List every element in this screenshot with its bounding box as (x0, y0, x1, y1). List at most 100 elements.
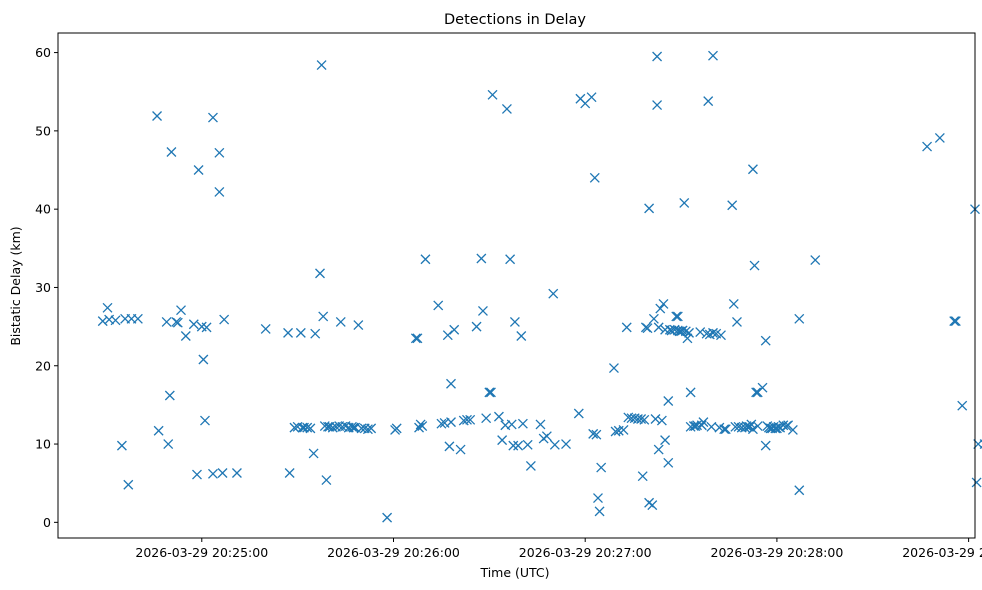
data-point (728, 298, 739, 309)
data-point (708, 327, 718, 338)
data-point (695, 327, 706, 338)
data-points (97, 50, 982, 523)
y-axis: 0 10 20 30 40 50 60 (35, 45, 58, 530)
x-axis: 2026-03-29 20:25:00 2026-03-29 20:26:00 20… (135, 538, 982, 560)
data-point (647, 500, 658, 511)
data-point (208, 112, 218, 123)
data-point (509, 316, 520, 327)
data-point (335, 316, 346, 327)
x-tick-label: 2026-03-29 20:29:00 (902, 545, 982, 560)
data-point (231, 468, 242, 478)
data-point (685, 387, 696, 398)
data-point (172, 317, 183, 328)
data-point (318, 311, 329, 322)
data-point (752, 421, 763, 431)
data-point (708, 50, 718, 61)
data-point (484, 387, 495, 398)
data-point (477, 305, 488, 316)
x-tick-label: 2026-03-29 20:27:00 (519, 545, 652, 560)
data-point (656, 415, 667, 426)
data-point (506, 419, 517, 430)
data-point (283, 327, 294, 338)
data-point (214, 186, 225, 197)
data-point (650, 414, 661, 424)
data-point (97, 316, 108, 327)
data-point (794, 313, 805, 324)
data-point (289, 422, 300, 433)
data-point (957, 400, 968, 411)
data-point (102, 302, 113, 313)
data-point (161, 316, 172, 327)
data-point (589, 172, 600, 183)
data-point (663, 396, 674, 406)
data-point (794, 485, 805, 496)
data-point (193, 165, 204, 175)
data-point (152, 111, 163, 121)
y-tick-label: 0 (43, 515, 51, 530)
data-point (417, 421, 428, 431)
data-point (420, 254, 431, 265)
data-point (637, 471, 648, 482)
data-point (950, 316, 961, 327)
data-point (444, 441, 455, 452)
data-point (198, 354, 209, 365)
data-point (934, 132, 945, 143)
data-point (217, 468, 228, 478)
plot-frame (57, 32, 976, 539)
data-point (549, 439, 560, 450)
data-point (449, 324, 460, 335)
data-point (201, 322, 212, 333)
data-point (295, 327, 306, 338)
data-point (787, 424, 798, 435)
data-point (688, 421, 699, 431)
data-point (433, 300, 444, 311)
data-point (778, 420, 789, 431)
data-point (655, 303, 666, 314)
data-point (517, 418, 528, 429)
data-point (410, 333, 421, 344)
data-point (501, 103, 512, 114)
data-point (414, 422, 425, 433)
data-point (586, 92, 597, 103)
data-point (391, 423, 402, 434)
data-point (716, 330, 726, 341)
data-point (316, 60, 327, 71)
data-point (644, 203, 655, 214)
data-point (591, 429, 602, 440)
data-point (446, 417, 456, 428)
data-point (305, 423, 316, 434)
x-axis-label: Time (UTC) (479, 565, 549, 580)
data-point (573, 408, 584, 419)
data-point (310, 328, 321, 339)
data-point (596, 462, 607, 473)
data-point (663, 457, 674, 468)
data-point (642, 323, 653, 334)
data-point (513, 440, 524, 451)
data-point (610, 426, 621, 437)
data-point (949, 316, 960, 327)
data-point (535, 419, 546, 430)
data-point (412, 333, 423, 344)
data-point (153, 425, 164, 436)
chart-title: Detections in Delay (444, 12, 586, 28)
data-point (652, 100, 663, 110)
data-point (692, 420, 702, 431)
data-point (208, 468, 218, 479)
data-point (508, 440, 519, 451)
y-axis-label: Bistatic Delay (km) (8, 226, 23, 345)
data-point (682, 333, 693, 344)
y-tick-label: 40 (35, 202, 51, 217)
data-point (648, 313, 659, 324)
data-point (485, 387, 496, 398)
data-point (760, 440, 771, 451)
data-point (548, 288, 559, 299)
data-point (588, 428, 599, 439)
data-point (493, 411, 504, 422)
data-point (260, 323, 271, 334)
data-point (594, 506, 605, 517)
data-point (971, 477, 982, 488)
data-point (757, 382, 768, 393)
data-point (706, 421, 717, 432)
data-point (382, 512, 393, 523)
